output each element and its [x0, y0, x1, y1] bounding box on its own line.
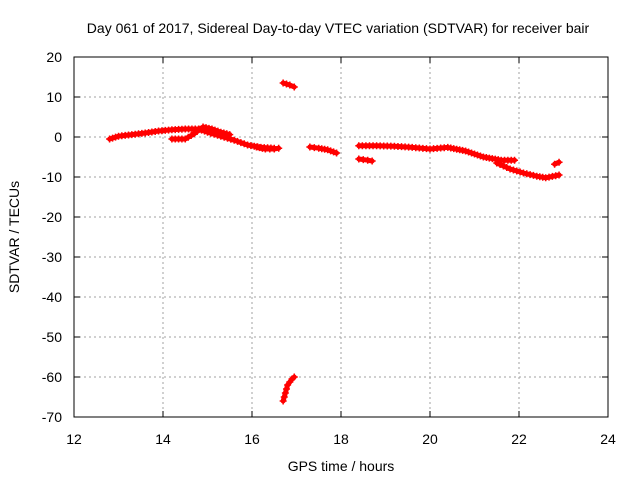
data-point [529, 171, 537, 179]
data-point [270, 145, 278, 153]
data-point [240, 140, 248, 148]
data-point [286, 81, 294, 89]
data-point [493, 159, 501, 167]
y-tick-label: -60 [42, 369, 62, 385]
y-tick-label: -50 [42, 329, 62, 345]
series-seg-h [355, 142, 519, 164]
data-point [496, 161, 504, 168]
series-seg-f [306, 143, 341, 157]
data-point [555, 171, 563, 179]
x-tick-label: 12 [66, 431, 82, 447]
data-point [526, 171, 534, 179]
y-tick-label: -20 [42, 209, 62, 225]
series-seg-e [279, 373, 298, 405]
series-seg-j [551, 158, 563, 168]
data-point [227, 135, 235, 143]
series-seg-d [279, 79, 298, 91]
data-point [516, 168, 524, 176]
data-point [506, 165, 514, 173]
y-tick-label: -70 [42, 409, 62, 425]
data-point [290, 83, 298, 91]
data-point [290, 373, 298, 381]
series-seg-i [493, 159, 563, 182]
data-point [368, 157, 376, 165]
x-tick-label: 18 [333, 431, 349, 447]
y-tick-label: -30 [42, 249, 62, 265]
data-layer [106, 79, 563, 405]
series-seg-b [168, 123, 234, 143]
x-tick-label: 24 [600, 431, 616, 447]
series-seg-g [355, 155, 376, 165]
x-tick-label: 14 [155, 431, 171, 447]
series-seg-c [252, 143, 283, 153]
data-point [237, 139, 245, 147]
data-point [281, 389, 289, 397]
y-axis-label: SDTVAR / TECUs [6, 181, 22, 293]
y-tick-label: 20 [46, 49, 62, 65]
x-axis-label: GPS time / hours [288, 458, 395, 474]
data-point [499, 162, 507, 170]
data-point [511, 156, 519, 164]
data-point [226, 131, 234, 139]
data-point [279, 397, 287, 405]
data-point [280, 393, 288, 401]
data-point [555, 158, 563, 166]
x-tick-label: 22 [511, 431, 527, 447]
y-tick-label: -10 [42, 169, 62, 185]
data-point [551, 160, 559, 168]
data-point [279, 79, 287, 87]
data-point [333, 149, 341, 157]
data-point [519, 169, 527, 177]
data-point [364, 156, 372, 164]
data-point [513, 167, 521, 175]
chart-title: Day 061 of 2017, Sidereal Day-to-day VTE… [87, 20, 590, 36]
data-point [509, 166, 517, 174]
data-point [503, 164, 511, 171]
y-tick-label: 0 [54, 129, 62, 145]
data-point [234, 137, 242, 145]
x-tick-label: 16 [244, 431, 260, 447]
data-point [230, 136, 238, 144]
data-point [523, 170, 531, 178]
tick-layer: 12 14 16 18 20 22 24 20 10 0 -10 -20 -30 -40 -50 -60 -70 [42, 49, 616, 447]
data-point [282, 385, 290, 393]
grid-layer [74, 57, 608, 417]
x-tick-label: 20 [422, 431, 438, 447]
data-point [275, 144, 283, 152]
data-point [282, 80, 290, 88]
y-tick-label: 10 [46, 89, 62, 105]
y-tick-label: -40 [42, 289, 62, 305]
